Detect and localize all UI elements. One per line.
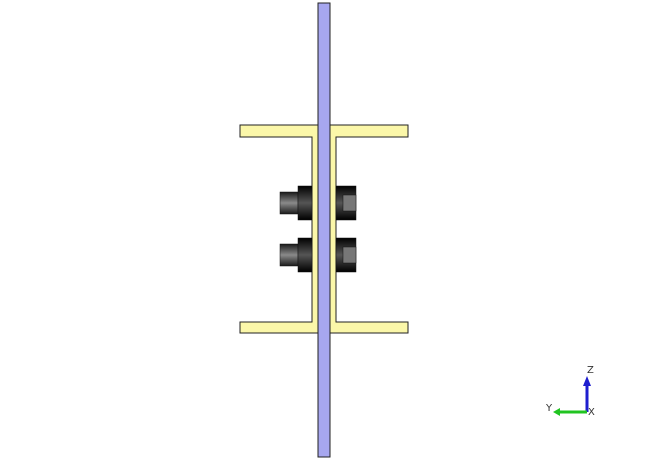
lower-bolt-head: [279, 243, 299, 267]
orientation-triad: Z Y X: [545, 365, 595, 418]
upper-bolt-head: [279, 191, 299, 215]
z-axis-label: Z: [587, 365, 594, 376]
x-axis-label: X: [588, 407, 595, 418]
lower-bolt-nut-face: [342, 246, 357, 264]
lower-bolt-washer-left: [297, 237, 313, 273]
upper-bolt[interactable]: [279, 185, 357, 221]
gusset-plate[interactable]: [317, 2, 331, 458]
right-channel[interactable]: [329, 124, 409, 334]
left-channel[interactable]: [239, 124, 319, 334]
upper-bolt-nut-face: [342, 194, 357, 212]
y-axis-label: Y: [545, 403, 553, 414]
z-axis-arrowhead: [583, 376, 591, 386]
lower-bolt[interactable]: [279, 237, 357, 273]
upper-bolt-washer-left: [297, 185, 313, 221]
y-axis-arrowhead: [553, 408, 560, 416]
